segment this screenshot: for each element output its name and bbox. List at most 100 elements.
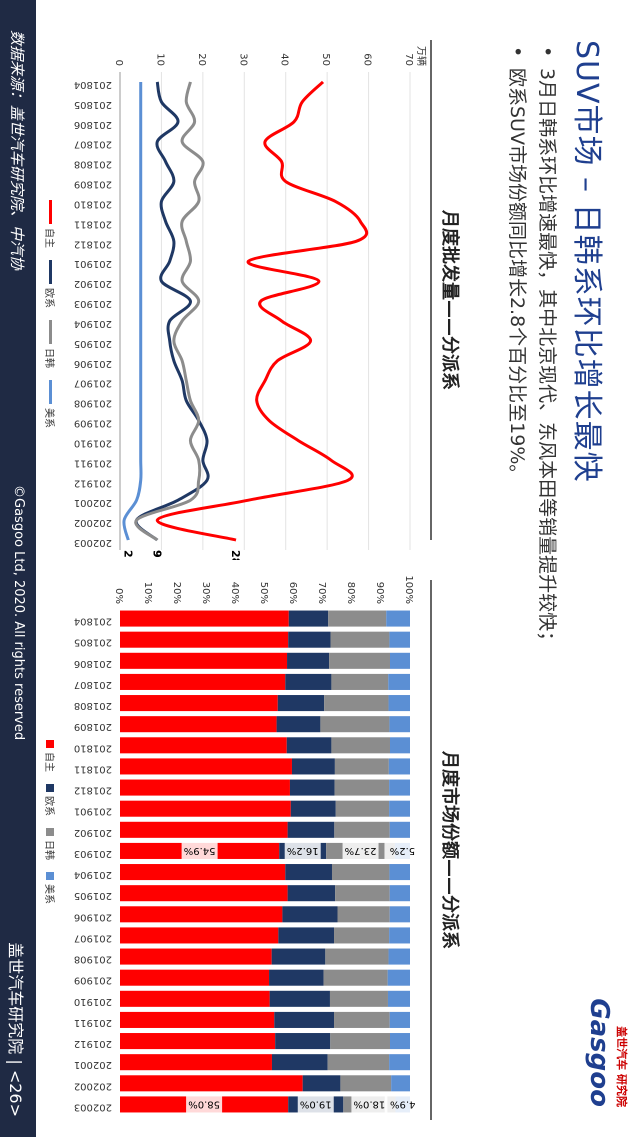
x-tick-label: 201810 (74, 198, 112, 209)
bar-segment-美系 (386, 610, 410, 627)
data-label-bg (284, 841, 321, 860)
bar-segment-欧系 (271, 948, 326, 965)
bar-segment-日韩 (331, 737, 390, 754)
data-label: 54.9% (184, 845, 216, 856)
bar-segment-自主 (120, 673, 286, 690)
x-tick-label: 202001 (74, 497, 112, 508)
series-line-美系 (122, 81, 143, 541)
bar-segment-美系 (387, 990, 410, 1007)
y-tick-label: 70% (316, 582, 327, 604)
x-tick-label: 201902 (74, 827, 112, 838)
x-tick-label: 201812 (74, 238, 112, 249)
x-tick-label: 201911 (74, 457, 112, 468)
copyright-text: ©Gasgoo Ltd, 2020. All rights reserved (11, 485, 26, 741)
legend-label: 欧系 (43, 288, 54, 308)
legend-item: 自主 (43, 740, 58, 772)
x-tick-label: 201806 (74, 658, 112, 669)
x-tick-label: 201910 (74, 437, 112, 448)
bar-segment-自主 (120, 990, 270, 1007)
bar-segment-日韩 (331, 673, 389, 690)
bar-segment-欧系 (287, 652, 330, 669)
x-tick-label: 201809 (74, 179, 112, 190)
bullet-1: 3月日韩系环比增速最快，其中北京现代、东风本田等销量提升较快； (532, 40, 562, 650)
bar-segment-自主 (120, 1033, 276, 1050)
logo-en-text: Gasgoo (584, 998, 614, 1107)
legend-item: 欧系 (43, 784, 58, 816)
y-tick-label: 60% (287, 582, 298, 604)
bar-segment-自主 (120, 716, 277, 733)
logo-cn-text: 盖世汽车 研究院 (615, 1026, 628, 1107)
x-tick-label: 201808 (74, 159, 112, 170)
series-line-欧系 (134, 81, 210, 542)
end-label-欧系: 9 (150, 550, 163, 558)
gasgoo-logo: 盖世汽车 研究院 Gasgoo (584, 998, 630, 1107)
bar-chart: 0% 10% 20% 30% 40% 50% 60% 70% 80% 90% 100% 201804 2… (74, 575, 421, 1114)
bar-chart-divider (430, 580, 432, 1120)
bar-segment-日韩 (334, 821, 390, 838)
bar-segment-欧系 (274, 1011, 335, 1028)
legend-label: 美系 (43, 884, 54, 904)
bar-segment-美系 (389, 1011, 410, 1028)
legend-label: 日韩 (43, 348, 54, 368)
y-tick-label: 10 (154, 53, 165, 66)
y-tick-label: 10% (142, 582, 153, 604)
bar-segment-自主 (120, 1075, 303, 1092)
x-tick-label: 201810 (74, 742, 112, 753)
line-chart-title: 月度批发量——分派系 (439, 210, 460, 390)
legend-item: 美系 (43, 380, 58, 428)
y-tick-label: 50 (320, 53, 331, 66)
bar-segment-日韩 (334, 779, 390, 796)
bar-segment-美系 (389, 821, 410, 838)
bar-segment-欧系 (302, 1075, 341, 1092)
x-tick-label: 201809 (74, 721, 112, 732)
x-tick-label: 201903 (74, 848, 112, 859)
x-tick-label: 201910 (74, 996, 112, 1007)
bar-segment-自主 (120, 969, 270, 986)
x-tick-label: 201907 (74, 378, 112, 389)
data-label: 19.0% (300, 1098, 332, 1109)
bar-segment-欧系 (287, 821, 335, 838)
bar-segment-欧系 (287, 885, 336, 902)
x-tick-label: 201807 (74, 679, 112, 690)
y-tick-label: 20% (171, 582, 182, 604)
legend-swatch (49, 380, 52, 404)
bar-segment-日韩 (334, 758, 389, 775)
bar-segment-美系 (391, 1075, 410, 1092)
legend-item: 欧系 (43, 260, 58, 308)
legend-swatch (46, 872, 55, 880)
data-label-bg (342, 841, 379, 860)
bar-segment-欧系 (288, 631, 331, 648)
bar-segment-自主 (120, 1011, 275, 1028)
page-number: 盖世汽车研究院 | <26> (6, 942, 25, 1117)
x-tick-label: 201911 (74, 1017, 112, 1028)
bar-segment-自主 (120, 652, 288, 669)
legend-item: 日韩 (43, 320, 58, 368)
bar-segment-日韩 (335, 800, 390, 817)
bar-segment-自主 (120, 800, 291, 817)
bar-segment-日韩 (334, 1011, 390, 1028)
bar-segment-美系 (387, 969, 410, 986)
bar-segment-美系 (389, 652, 410, 669)
x-tick-label: 201903 (74, 298, 112, 309)
end-label-自主: 28 (229, 550, 242, 560)
bar-chart-legend: 自主 欧系 日韩 美系 (43, 740, 58, 904)
legend-swatch (46, 784, 55, 792)
line-chart: 0 10 20 30 40 50 60 70 万辆 201804 201805 201806 20180… (74, 46, 428, 560)
legend-item: 美系 (43, 872, 58, 904)
data-label-bg (297, 1095, 334, 1114)
legend-swatch (46, 740, 55, 748)
bar-segment-自主 (120, 821, 288, 838)
y-tick-label: 30% (200, 582, 211, 604)
legend-label: 欧系 (43, 796, 54, 816)
bar-segment-欧系 (278, 927, 335, 944)
bar-segment-欧系 (288, 610, 329, 627)
x-tick-label: 202002 (74, 1080, 112, 1091)
x-tick-label: 201912 (74, 1038, 112, 1049)
y-tick-label: 0 (113, 60, 124, 66)
x-tick-label: 201905 (74, 338, 112, 349)
bar-segment-自主 (120, 906, 283, 923)
x-tick-label: 201811 (74, 763, 112, 774)
legend-swatch (49, 320, 52, 344)
bar-segment-欧系 (291, 758, 335, 775)
legend-swatch (49, 200, 52, 224)
